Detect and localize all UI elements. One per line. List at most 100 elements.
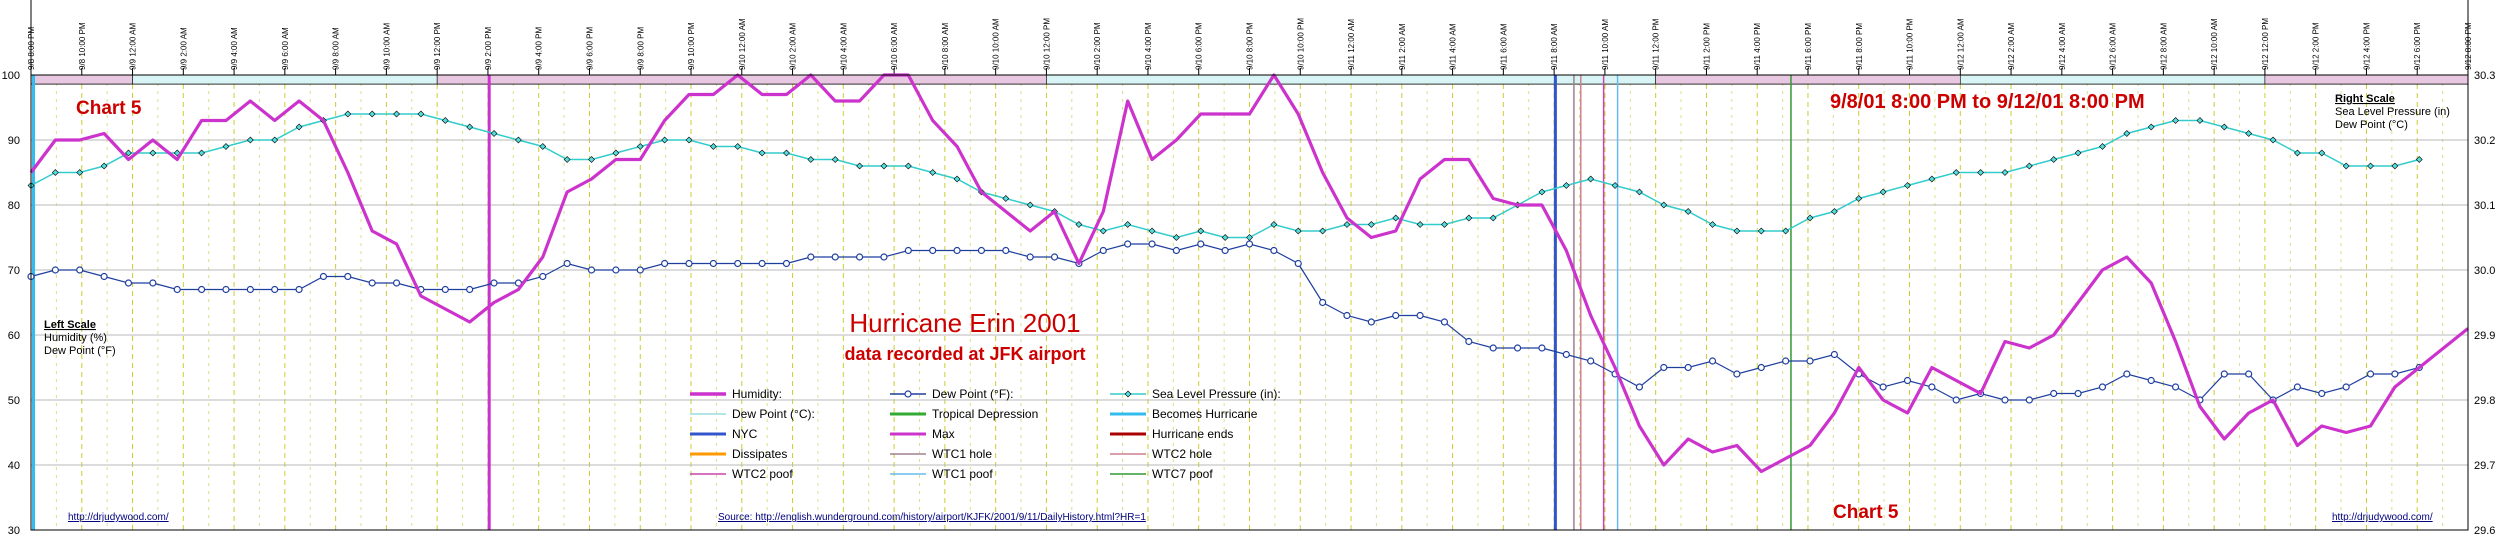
x-tick-label: 9/10 8:00 AM bbox=[941, 23, 950, 70]
pressure-point bbox=[2293, 149, 2301, 157]
x-tick-label: 9/12 2:00 PM bbox=[2312, 22, 2321, 70]
dewpoint-f-point bbox=[76, 266, 84, 274]
dewpoint-f-point bbox=[1757, 363, 1765, 372]
dewpoint-f-point bbox=[1733, 370, 1741, 378]
pressure-point bbox=[271, 136, 279, 144]
pressure-point bbox=[1562, 182, 1570, 189]
dewpoint-f-point bbox=[2050, 389, 2058, 398]
legend: Humidity: Dew Point (°F): Sea Level Pressu… bbox=[690, 387, 1281, 481]
pressure-point bbox=[125, 149, 132, 157]
dewpoint-f-point bbox=[295, 285, 303, 294]
pressure-point bbox=[1952, 169, 1960, 176]
pressure-point bbox=[1099, 227, 1107, 235]
legend-label: Max bbox=[932, 427, 955, 441]
legend-label: WTC1 hole bbox=[932, 447, 992, 461]
pressure-point bbox=[1611, 182, 1619, 189]
pressure-point bbox=[1879, 188, 1887, 196]
x-tick-label: 9/10 2:00 PM bbox=[1093, 22, 1102, 70]
x-tick-label: 9/10 10:00 AM bbox=[992, 18, 1001, 70]
pressure-point bbox=[1319, 227, 1327, 235]
pressure-point bbox=[661, 136, 669, 144]
pressure-point bbox=[1343, 221, 1351, 228]
x-tick-label: 9/9 8:00 AM bbox=[332, 27, 341, 70]
pressure-point bbox=[2196, 117, 2204, 124]
pressure-point bbox=[393, 110, 400, 118]
dewpoint-f-point bbox=[2074, 389, 2082, 398]
dewpoint-f-point bbox=[904, 246, 912, 255]
dewpoint-f-point bbox=[1440, 318, 1449, 326]
pressure-point bbox=[709, 143, 717, 150]
y-tick-label-right: 29.7 bbox=[2474, 460, 2495, 472]
pressure-point bbox=[198, 149, 206, 157]
dewpoint-f-point bbox=[831, 253, 839, 261]
pressure-point bbox=[1660, 201, 1668, 209]
pressure-point bbox=[1928, 175, 1936, 183]
dewpoint-f-point bbox=[807, 253, 815, 261]
plot-frame bbox=[30, 74, 2469, 531]
legend-label: Dew Point (°F): bbox=[932, 387, 1013, 401]
x-tick-label: 9/11 8:00 AM bbox=[1550, 23, 1559, 70]
x-tick-label: 9/12 6:00 AM bbox=[2109, 23, 2118, 70]
dewpoint-f-point bbox=[1172, 246, 1180, 255]
pressure-point bbox=[1709, 221, 1716, 228]
dewpoint-f-point bbox=[2123, 370, 2131, 378]
dewpoint-f-point bbox=[51, 266, 59, 274]
pressure-point bbox=[2245, 130, 2253, 137]
y-tick-label-right: 30.3 bbox=[2474, 70, 2495, 82]
pressure-point bbox=[1806, 214, 1814, 222]
x-tick-label: 9/12 2:00 AM bbox=[2007, 23, 2016, 70]
x-tick-label: 9/11 12:00 AM bbox=[1347, 19, 1356, 70]
top-band-segment bbox=[1655, 74, 1961, 85]
dewpoint-f-point bbox=[344, 272, 352, 281]
dewpoint-f-point bbox=[1099, 246, 1107, 255]
url-right[interactable]: http://drjudywood.com/ bbox=[2332, 512, 2433, 523]
pressure-point bbox=[1367, 221, 1375, 228]
pressure-point bbox=[1002, 195, 1010, 202]
dewpoint-f-point bbox=[100, 272, 108, 281]
dewpoint-f-point bbox=[2098, 383, 2107, 391]
dewpoint-f-point bbox=[1562, 350, 1570, 359]
source-link[interactable]: Source: http://english.wunderground.com/… bbox=[718, 512, 1146, 523]
dewpoint-f-point bbox=[563, 259, 571, 268]
top-band-segment bbox=[1959, 74, 2266, 85]
y-tick-label-left: 100 bbox=[2, 70, 20, 82]
dewpoint-f-point bbox=[1221, 246, 1229, 255]
y-tick-label-left: 80 bbox=[8, 200, 20, 212]
pressure-point bbox=[588, 156, 595, 163]
pressure-point bbox=[1904, 182, 1911, 189]
dewpoint-f-point bbox=[490, 279, 498, 287]
dewpoint-f-point bbox=[709, 259, 717, 268]
x-tick-label: 9/9 2:00 PM bbox=[484, 27, 493, 70]
dewpoint-f-point bbox=[977, 246, 986, 255]
y-tick-label-right: 29.8 bbox=[2474, 395, 2495, 407]
pressure-point bbox=[1124, 221, 1132, 228]
dewpoint-f-point bbox=[1806, 357, 1814, 365]
dewpoint-f-point bbox=[173, 285, 181, 294]
dewpoint-f-point bbox=[758, 259, 766, 268]
pressure-point bbox=[490, 130, 498, 137]
dewpoint-f-point bbox=[1903, 376, 1912, 385]
pressure-point bbox=[685, 136, 693, 144]
y-tick-label-left: 40 bbox=[8, 460, 20, 472]
pressure-point bbox=[1830, 208, 1838, 215]
x-tick-label: 9/12 8:00 AM bbox=[2159, 23, 2168, 70]
right-scale-title: Right Scale bbox=[2335, 93, 2395, 105]
pressure-point bbox=[1684, 208, 1692, 215]
dewpoint-f-point bbox=[222, 285, 230, 294]
pressure-point bbox=[2415, 156, 2423, 163]
legend-label: Tropical Depression bbox=[932, 407, 1038, 421]
url-left[interactable]: http://drjudywood.com/ bbox=[68, 512, 169, 523]
y-tick-label-right: 30.1 bbox=[2474, 200, 2495, 212]
dewpoint-f-point bbox=[246, 285, 254, 294]
dewpoint-f-point bbox=[1026, 253, 1034, 261]
dewpoint-f-point bbox=[1635, 383, 1644, 391]
x-tick-label: 9/10 2:00 AM bbox=[789, 23, 798, 70]
x-tick-label: 9/11 2:00 PM bbox=[1702, 23, 1711, 70]
dewpoint-f-point bbox=[1050, 253, 1059, 261]
pressure-point bbox=[1538, 188, 1546, 196]
dewpoint-f-point bbox=[880, 253, 888, 261]
pressure-point bbox=[514, 136, 522, 144]
x-tick-label: 9/10 12:00 AM bbox=[738, 18, 747, 70]
pressure-point bbox=[2391, 162, 2399, 170]
